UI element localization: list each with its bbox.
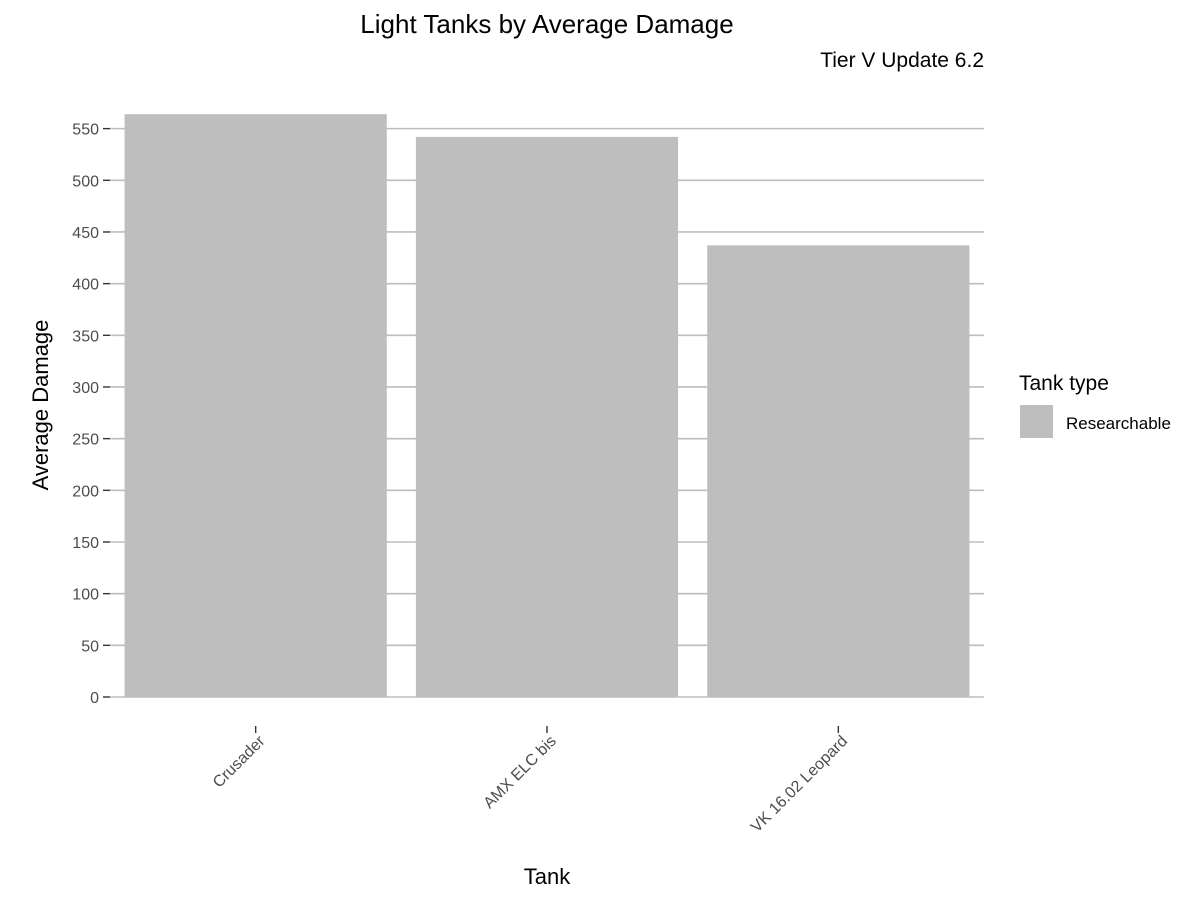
- y-tick-label: 350: [72, 328, 99, 345]
- y-tick-label: 0: [90, 690, 99, 707]
- y-tick-label: 50: [81, 638, 99, 655]
- bar-crusader: [124, 114, 387, 697]
- y-tick-label: 300: [72, 380, 99, 397]
- chart-title: Light Tanks by Average Damage: [360, 9, 733, 39]
- x-tick-label: VK 16.02 Leopard: [748, 733, 851, 836]
- chart-subtitle: Tier V Update 6.2: [820, 49, 984, 72]
- legend-title: Tank type: [1019, 372, 1109, 395]
- y-tick-label: 100: [72, 587, 99, 604]
- y-tick-label: 150: [72, 535, 99, 552]
- y-axis-title: Average Damage: [28, 320, 53, 491]
- y-axis: 0 50 100 150 200 250 300 350 400 450 500 550: [72, 122, 110, 707]
- x-tick-label: Crusader: [210, 732, 269, 791]
- legend-label-researchable: Researchable: [1066, 414, 1171, 433]
- bar-vk-16-02-leopard: [707, 245, 970, 697]
- legend-swatch-researchable: [1020, 405, 1053, 438]
- y-tick-label: 450: [72, 225, 99, 242]
- y-tick-label: 400: [72, 277, 99, 294]
- y-tick-label: 550: [72, 122, 99, 139]
- legend: Tank type Researchable: [1019, 372, 1171, 438]
- x-axis-title: Tank: [524, 864, 571, 889]
- y-tick-label: 500: [72, 173, 99, 190]
- x-tick-label: AMX ELC bis: [481, 733, 560, 812]
- y-tick-label: 200: [72, 483, 99, 500]
- bar-amx-elc-bis: [415, 136, 679, 697]
- x-axis: Crusader AMX ELC bis VK 16.02 Leopard: [210, 726, 851, 836]
- y-tick-label: 250: [72, 432, 99, 449]
- bars: [124, 114, 970, 697]
